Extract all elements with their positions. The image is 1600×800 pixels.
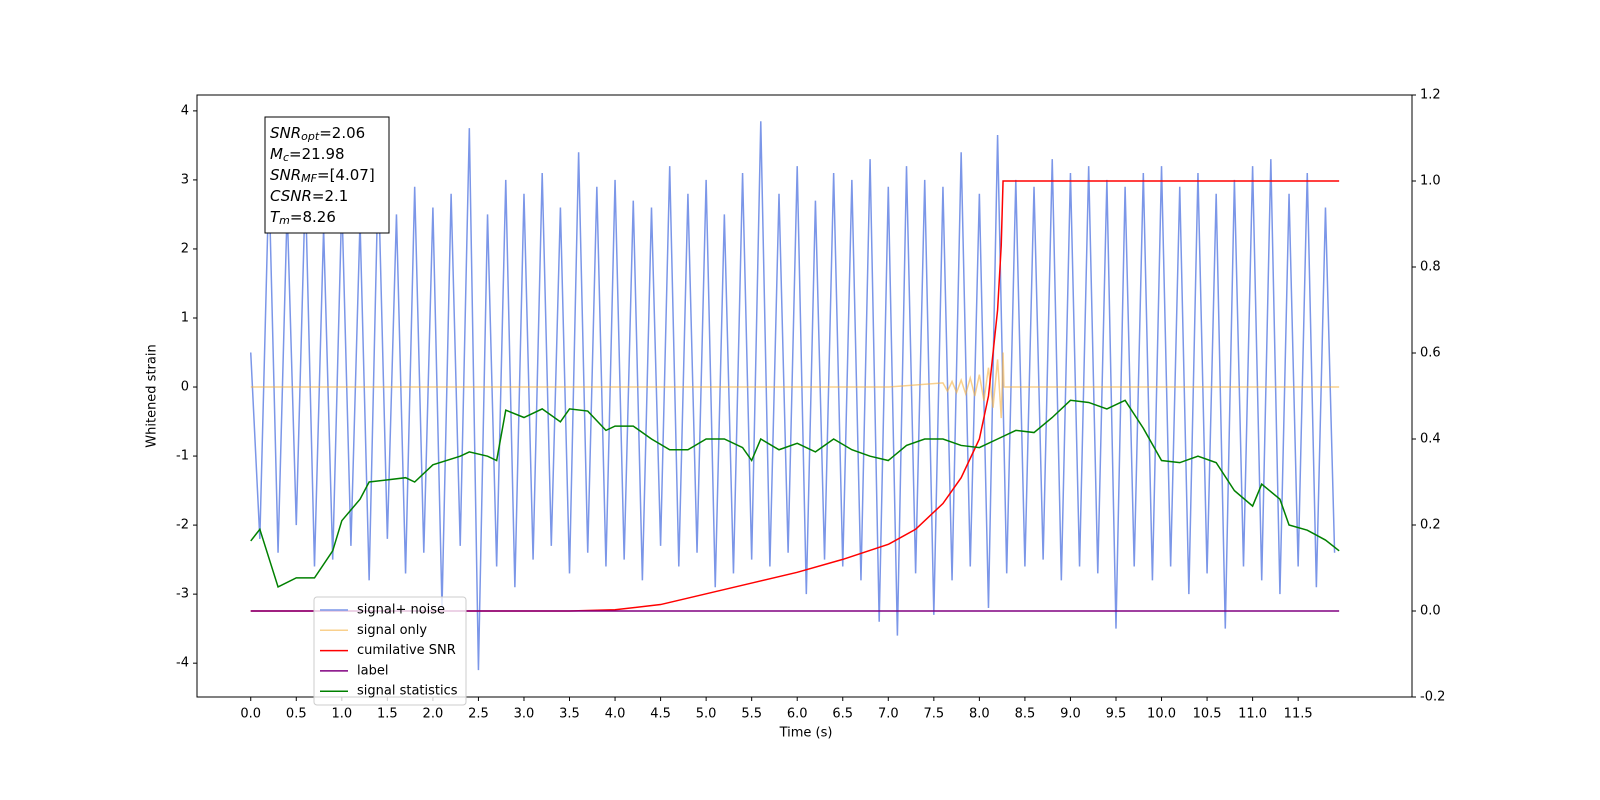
x-tick-label: 9.0: [1060, 707, 1081, 722]
series-line: [250, 399, 1340, 588]
annotation-subscript: m: [279, 214, 290, 227]
x-tick-label: 10.0: [1147, 707, 1176, 722]
y-tick-label: -2: [176, 518, 189, 533]
x-tick-label: 2.5: [468, 707, 489, 722]
x-tick-label: 5.0: [696, 707, 717, 722]
annotation-symbol: T: [270, 208, 281, 226]
series-line: [250, 352, 1340, 419]
y2-tick-label: 0.6: [1420, 346, 1441, 361]
annotation-text: SNRMF=[4.07]: [270, 166, 375, 186]
x-tick-label: 0.5: [286, 707, 307, 722]
annotation-value: =[4.07]: [317, 166, 375, 184]
y2-tick-label: 0.4: [1420, 432, 1441, 447]
x-tick-label: 4.5: [650, 707, 671, 722]
y-tick-label: 0: [181, 380, 189, 395]
x-tick-label: 9.5: [1106, 707, 1127, 722]
annotation-value: =21.98: [289, 145, 345, 163]
legend-label: signal only: [357, 623, 427, 638]
x-tick-label: 2.0: [423, 707, 444, 722]
x-tick-label: 3.0: [514, 707, 535, 722]
annotation-value: =2.06: [319, 124, 365, 142]
y2-tick-label: 1.0: [1420, 174, 1441, 189]
annotation-text: Tm=8.26: [270, 208, 336, 228]
x-tick-label: 6.0: [787, 707, 808, 722]
annotation-subscript: MF: [301, 172, 317, 185]
x-tick-label: 1.5: [377, 707, 398, 722]
y2-tick-label: 0.0: [1420, 604, 1441, 619]
x-tick-label: 1.0: [331, 707, 352, 722]
annotation-text: SNRopt=2.06: [270, 124, 365, 144]
x-tick-label: 8.5: [1015, 707, 1036, 722]
x-tick-label: 11.5: [1284, 707, 1313, 722]
y2-tick-label: 0.8: [1420, 260, 1441, 275]
legend-label: cumilative SNR: [357, 643, 456, 658]
annotation-text: Mc=21.98: [270, 145, 345, 165]
x-tick-label: 8.0: [969, 707, 990, 722]
y-axis-label: Whitened strain: [145, 344, 160, 447]
annotation-subscript: opt: [301, 130, 320, 143]
x-axis-label: Time (s): [779, 726, 833, 741]
annotation-symbol: SNR: [270, 166, 301, 184]
legend-label: label: [357, 663, 388, 678]
y-tick-label: 2: [181, 241, 189, 256]
x-tick-label: 3.5: [559, 707, 580, 722]
annotation-text: CSNR=2.1: [270, 187, 348, 205]
x-tick-label: 0.0: [240, 707, 261, 722]
x-tick-label: 10.5: [1193, 707, 1222, 722]
series-line: [249, 121, 1336, 671]
legend-label: signal+ noise: [357, 603, 445, 618]
annotation-subscript: c: [283, 151, 289, 164]
y-tick-label: 1: [181, 310, 189, 325]
plot-lines: [249, 121, 1340, 671]
annotation-symbol: SNR: [270, 124, 301, 142]
legend-label: signal statistics: [357, 684, 458, 699]
legend-frame: [313, 596, 467, 706]
annotation-box: SNRopt=2.06Mc=21.98SNRMF=[4.07]CSNR=2.1T…: [264, 116, 390, 234]
x-tick-label: 6.5: [832, 707, 853, 722]
plot-frame: [196, 94, 1413, 698]
x-tick-label: 7.5: [923, 707, 944, 722]
annotation-value: =2.1: [312, 187, 348, 205]
y2-tick-label: 0.2: [1420, 518, 1441, 533]
x-tick-label: 4.0: [605, 707, 626, 722]
y-tick-label: -3: [176, 587, 189, 602]
x-tick-label: 11.0: [1238, 707, 1267, 722]
annotation-frame: [264, 116, 390, 234]
y2-tick-label: -0.2: [1420, 690, 1445, 705]
x-tick-label: 5.5: [741, 707, 762, 722]
x-tick-label: 7.0: [878, 707, 899, 722]
annotation-symbol: CSNR: [270, 187, 312, 205]
y-tick-label: 3: [181, 172, 189, 187]
series-line: [250, 180, 1340, 612]
annotation-symbol: M: [270, 145, 283, 163]
annotation-value: =8.26: [290, 208, 336, 226]
y2-tick-label: 1.2: [1420, 88, 1441, 103]
y-tick-label: -4: [176, 656, 189, 671]
legend: signal+ noise signal only cumilative SNR la…: [313, 596, 467, 706]
y-tick-label: 4: [181, 103, 189, 118]
y-tick-label: -1: [176, 449, 189, 464]
